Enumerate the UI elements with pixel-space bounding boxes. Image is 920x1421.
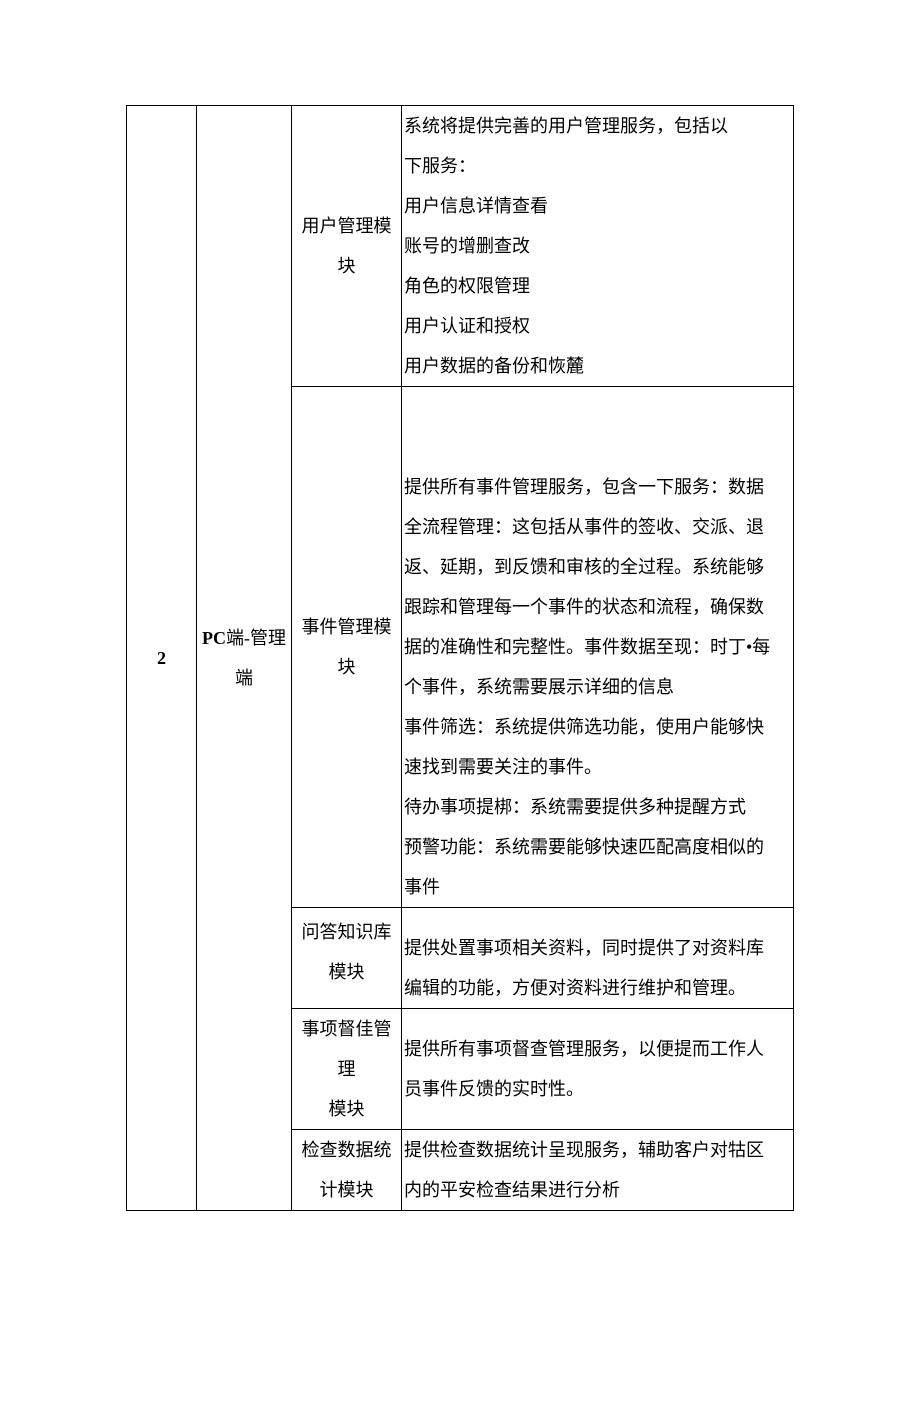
desc-line: 据的准确性和完整性。事件数据至现：时丁•每	[404, 627, 787, 667]
desc-line: 跟踪和管理每一个事件的状态和流程，确保数	[404, 587, 787, 627]
module-cell: 用户管理模块	[292, 106, 402, 387]
desc-cell: 提供所有事件管理服务，包含一下服务：数据 全流程管理：这包括从事件的签收、交派、…	[402, 387, 794, 908]
desc-line: 用户数据的备份和恢麓	[404, 346, 787, 386]
module-line: 块	[296, 647, 397, 687]
module-label: 用户管理模块	[302, 216, 392, 276]
desc-cell: 提供处置事项相关资料，同时提供了对资料库 编辑的功能，方便对资料进行维护和管理。	[402, 908, 794, 1009]
section-suffix: 端-管理	[226, 628, 286, 648]
module-line: 事件管理模	[296, 607, 397, 647]
desc-line: 个事件，系统需要展示详细的信息	[404, 667, 787, 707]
desc-line: 角色的权限管理	[404, 266, 787, 306]
index-cell: 2	[127, 106, 197, 1211]
module-line: 计模块	[296, 1170, 397, 1210]
desc-line: 预警功能：系统需要能够快速匹配高度相似的	[404, 827, 787, 867]
desc-line: 下服务：	[404, 146, 787, 186]
section-pc: PC	[202, 628, 226, 648]
module-line: 问答知识库	[296, 912, 397, 952]
desc-line: 提供检查数据统计呈现服务，辅助客户对牯区	[404, 1130, 787, 1170]
desc-line: 用户信息详情查看	[404, 186, 787, 226]
page-container: 2 PC端-管理 端 用户管理模块 系统将提供完善的用户管理服务，包括以 下服务…	[0, 0, 920, 1421]
module-line: 事项督佳管理	[296, 1009, 397, 1089]
index-value: 2	[157, 648, 166, 668]
module-cell: 问答知识库 模块	[292, 908, 402, 1009]
spec-table: 2 PC端-管理 端 用户管理模块 系统将提供完善的用户管理服务，包括以 下服务…	[126, 105, 794, 1211]
desc-line: 事件筛选：系统提供筛选功能，使用户能够快	[404, 707, 787, 747]
module-line: 检查数据统	[296, 1130, 397, 1170]
desc-line: 员事件反馈的实时性。	[404, 1069, 787, 1109]
desc-line: 提供处置事项相关资料，同时提供了对资料库	[404, 928, 787, 968]
section-cell: PC端-管理 端	[197, 106, 292, 1211]
desc-cell: 系统将提供完善的用户管理服务，包括以 下服务： 用户信息详情查看 账号的增删查改…	[402, 106, 794, 387]
desc-line: 速找到需要关注的事件。	[404, 747, 787, 787]
desc-line: 事件	[404, 867, 787, 907]
module-cell: 检查数据统 计模块	[292, 1130, 402, 1211]
module-cell: 事件管理模 块	[292, 387, 402, 908]
module-line: 模块	[296, 1089, 397, 1129]
desc-line: 提供所有事件管理服务，包含一下服务：数据	[404, 467, 787, 507]
desc-line: 返、延期，到反馈和审核的全过程。系统能够	[404, 547, 787, 587]
desc-line: 编辑的功能，方便对资料进行维护和管理。	[404, 968, 787, 1008]
section-line1: PC端-管理	[201, 618, 287, 658]
table-row: 2 PC端-管理 端 用户管理模块 系统将提供完善的用户管理服务，包括以 下服务…	[127, 106, 794, 387]
desc-cell: 提供检查数据统计呈现服务，辅助客户对牯区 内的平安检查结果进行分析	[402, 1130, 794, 1211]
desc-line: 全流程管理：这包括从事件的签收、交派、退	[404, 507, 787, 547]
desc-line: 用户认证和授权	[404, 306, 787, 346]
desc-cell: 提供所有事项督查管理服务，以便提而工作人 员事件反馈的实时性。	[402, 1009, 794, 1130]
desc-line: 账号的增删查改	[404, 226, 787, 266]
desc-line: 提供所有事项督查管理服务，以便提而工作人	[404, 1029, 787, 1069]
desc-line: 内的平安检查结果进行分析	[404, 1170, 787, 1210]
module-line: 模块	[296, 952, 397, 992]
desc-line: 待办事项提梆：系统需要提供多种提醒方式	[404, 787, 787, 827]
desc-line: 系统将提供完善的用户管理服务，包括以	[404, 106, 787, 146]
section-line2: 端	[201, 658, 287, 698]
module-cell: 事项督佳管理 模块	[292, 1009, 402, 1130]
